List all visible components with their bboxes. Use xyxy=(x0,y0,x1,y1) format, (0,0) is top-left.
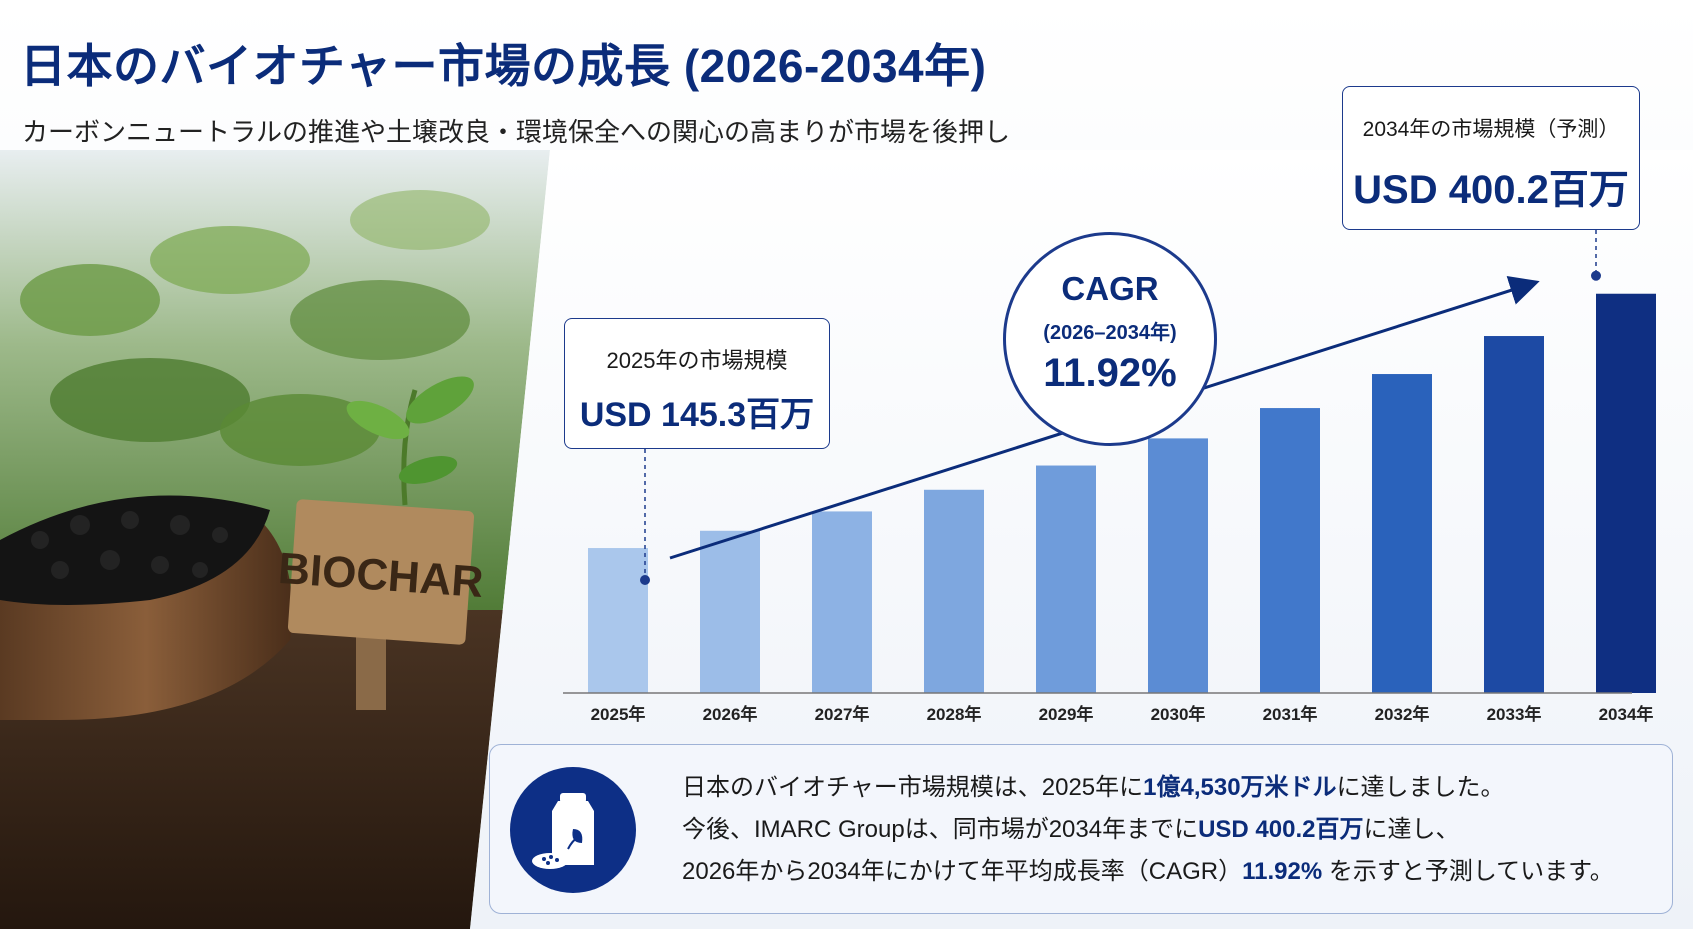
callout-2025-value: USD 145.3百万 xyxy=(579,396,815,434)
bar-2029年 xyxy=(1036,465,1096,693)
cagr-badge: CAGR (2026–2034年) 11.92% xyxy=(1003,232,1217,446)
cagr-period: (2026–2034年) xyxy=(1043,322,1177,344)
biochar-bag-icon xyxy=(510,767,636,893)
x-tick-label: 2034年 xyxy=(1599,704,1654,724)
x-tick-label: 2027年 xyxy=(815,704,870,724)
summary-line-1: 日本のバイオチャー市場規模は、2025年に1億4,530万米ドルに達しました。 xyxy=(682,774,1505,801)
cagr-value: 11.92% xyxy=(1043,351,1177,395)
callout-2034: 2034年の市場規模（予測） USD 400.2百万 xyxy=(1342,86,1640,230)
x-tick-label: 2029年 xyxy=(1039,704,1094,724)
x-tick-label: 2032年 xyxy=(1375,704,1430,724)
bar-2027年 xyxy=(812,511,872,693)
x-tick-label: 2031年 xyxy=(1263,704,1318,724)
bar-2034年 xyxy=(1596,293,1656,693)
bar-2032年 xyxy=(1372,374,1432,693)
bar-2025年 xyxy=(588,548,648,693)
summary-box: 日本のバイオチャー市場規模は、2025年に1億4,530万米ドルに達しました。 … xyxy=(489,744,1673,914)
bar-2026年 xyxy=(700,530,760,693)
x-tick-label: 2025年 xyxy=(591,704,646,724)
bar-2030年 xyxy=(1148,438,1208,693)
summary-text: 日本のバイオチャー市場規模は、2025年に1億4,530万米ドルに達しました。 … xyxy=(682,767,1614,893)
leader-2034-dot xyxy=(1591,270,1601,281)
cagr-title: CAGR xyxy=(1061,270,1159,307)
summary-line-3: 2026年から2034年にかけて年平均成長率（CAGR）11.92% を示すと予… xyxy=(682,858,1614,885)
x-tick-label: 2033年 xyxy=(1487,704,1542,724)
page-subtitle: カーボンニュートラルの推進や土壌改良・環境保全への関心の高まりが市場を後押し xyxy=(22,117,1011,147)
leader-2025-dot xyxy=(640,575,650,585)
bar-2031年 xyxy=(1260,408,1320,693)
callout-2025: 2025年の市場規模 USD 145.3百万 xyxy=(564,318,830,449)
page-title: 日本のバイオチャー市場の成長 (2026-2034年) xyxy=(20,40,987,92)
x-tick-label: 2026年 xyxy=(703,704,758,724)
x-tick-label: 2030年 xyxy=(1151,704,1206,724)
x-tick-label: 2028年 xyxy=(927,704,982,724)
callout-2025-label: 2025年の市場規模 xyxy=(606,348,788,373)
bar-2028年 xyxy=(924,489,984,693)
callout-2034-label: 2034年の市場規模（予測） xyxy=(1362,118,1620,141)
summary-line-2: 今後、IMARC Groupは、同市場が2034年までにUSD 400.2百万に… xyxy=(682,816,1460,843)
bar-2033年 xyxy=(1484,336,1544,693)
callout-2034-value: USD 400.2百万 xyxy=(1353,168,1629,212)
